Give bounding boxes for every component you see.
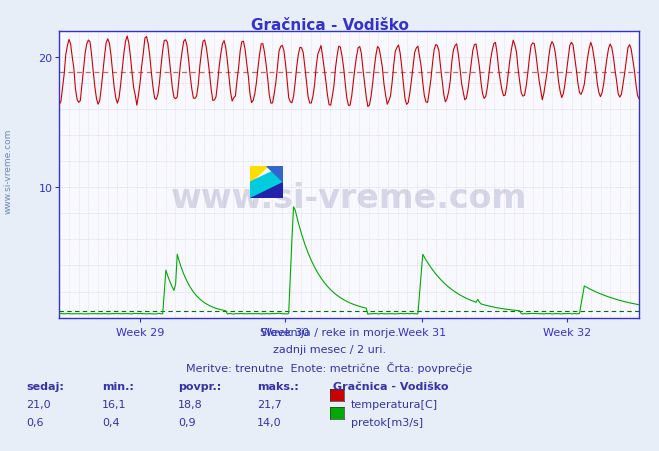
Text: 0,9: 0,9 [178, 417, 196, 427]
Text: pretok[m3/s]: pretok[m3/s] [351, 417, 422, 427]
Text: 0,6: 0,6 [26, 417, 44, 427]
Polygon shape [267, 167, 283, 183]
Text: temperatura[C]: temperatura[C] [351, 399, 438, 409]
Text: 18,8: 18,8 [178, 399, 203, 409]
Text: povpr.:: povpr.: [178, 381, 221, 391]
Polygon shape [250, 167, 283, 198]
Text: 0,4: 0,4 [102, 417, 120, 427]
Text: Slovenija / reke in morje.: Slovenija / reke in morje. [260, 327, 399, 337]
Text: 14,0: 14,0 [257, 417, 281, 427]
Text: www.si-vreme.com: www.si-vreme.com [3, 129, 13, 214]
Text: Gračnica - Vodiško: Gračnica - Vodiško [333, 381, 448, 391]
Text: zadnji mesec / 2 uri.: zadnji mesec / 2 uri. [273, 344, 386, 354]
Text: 16,1: 16,1 [102, 399, 127, 409]
Text: 21,0: 21,0 [26, 399, 51, 409]
Polygon shape [250, 183, 283, 198]
Text: 21,7: 21,7 [257, 399, 282, 409]
Text: Meritve: trenutne  Enote: metrične  Črta: povprečje: Meritve: trenutne Enote: metrične Črta: … [186, 361, 473, 373]
Text: min.:: min.: [102, 381, 134, 391]
Text: sedaj:: sedaj: [26, 381, 64, 391]
Polygon shape [250, 167, 267, 183]
Text: Gračnica - Vodiško: Gračnica - Vodiško [250, 18, 409, 33]
Text: www.si-vreme.com: www.si-vreme.com [171, 181, 527, 214]
Text: maks.:: maks.: [257, 381, 299, 391]
